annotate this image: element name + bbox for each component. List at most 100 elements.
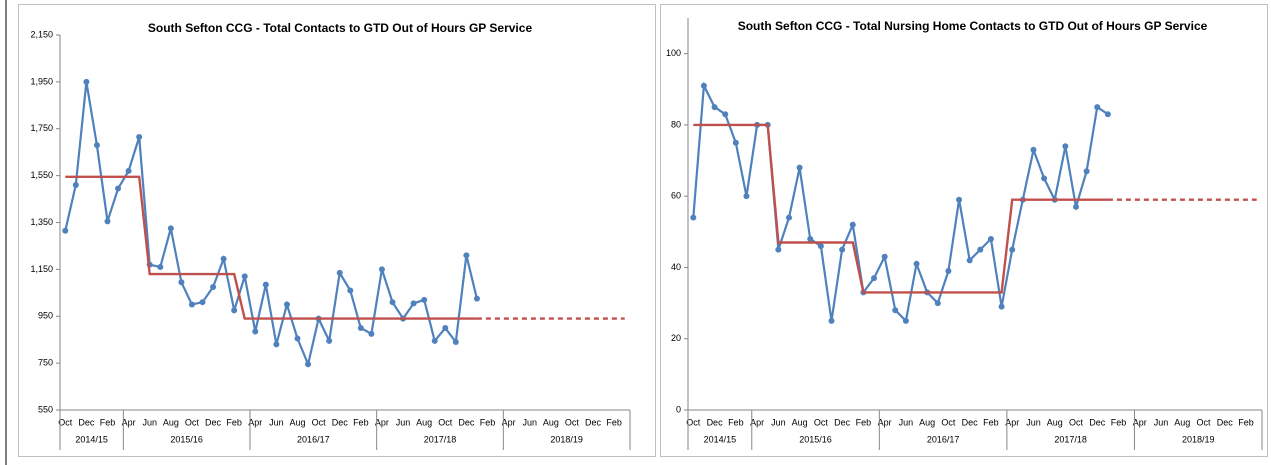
x-tick-label: Apr	[122, 417, 136, 427]
data-point	[1072, 203, 1079, 210]
data-point	[1062, 143, 1069, 150]
group-label: 2017/18	[424, 434, 457, 444]
x-tick-label: Aug	[792, 417, 808, 427]
x-tick-label: Jun	[771, 417, 786, 427]
group-label: 2014/15	[75, 434, 108, 444]
x-tick-label: Oct	[1197, 417, 1212, 427]
series-line	[692, 81, 1109, 324]
x-tick-label: Jun	[899, 417, 914, 427]
group-label: 2017/18	[1054, 434, 1087, 444]
data-point	[463, 252, 470, 259]
x-tick-label: Apr	[750, 417, 764, 427]
data-point	[871, 275, 878, 282]
x-tick-label: Dec	[1089, 417, 1106, 427]
x-tick-label: Aug	[416, 417, 432, 427]
data-point	[347, 287, 354, 294]
data-point	[807, 235, 814, 242]
data-point	[711, 104, 718, 111]
x-tick-label: Dec	[834, 417, 851, 427]
data-point	[294, 335, 301, 342]
data-point	[115, 185, 122, 192]
data-point	[1104, 111, 1111, 118]
x-tick-label: Feb	[1238, 417, 1254, 427]
y-tick-label: 20	[671, 333, 681, 343]
data-point	[188, 301, 195, 308]
data-point	[732, 139, 739, 146]
y-tick-label: 2,150	[30, 29, 53, 39]
y-tick-label: 80	[671, 119, 681, 129]
data-point	[1041, 175, 1048, 182]
data-point	[722, 111, 729, 118]
x-tick-label: Jun	[269, 417, 284, 427]
x-tick-label: Oct	[58, 417, 73, 427]
x-tick-label: Dec	[205, 417, 222, 427]
y-tick-label: 750	[38, 358, 53, 368]
group-label: 2016/17	[297, 434, 330, 444]
data-point	[93, 142, 100, 149]
x-tick-label: Dec	[458, 417, 475, 427]
data-point	[378, 266, 385, 273]
data-point	[220, 255, 227, 262]
x-tick-label: Dec	[707, 417, 724, 427]
x-tick-label: Aug	[1047, 417, 1063, 427]
x-tick-label: Feb	[983, 417, 999, 427]
data-point	[389, 299, 396, 306]
y-tick-label: 1,750	[30, 123, 53, 133]
data-point	[934, 300, 941, 307]
data-point	[157, 264, 164, 271]
x-tick-label: Apr	[375, 417, 389, 427]
x-tick-label: Oct	[565, 417, 580, 427]
data-point	[104, 218, 111, 225]
data-point	[1009, 246, 1016, 253]
data-point	[452, 339, 459, 346]
x-tick-label: Oct	[686, 417, 701, 427]
data-point	[817, 243, 824, 250]
data-point	[241, 273, 248, 280]
x-tick-label: Aug	[919, 417, 935, 427]
x-tick-label: Apr	[1133, 417, 1147, 427]
x-tick-label: Feb	[226, 417, 242, 427]
data-point	[231, 307, 238, 314]
group-label: 2014/15	[704, 434, 737, 444]
y-tick-label: 40	[671, 262, 681, 272]
data-point	[336, 269, 343, 276]
data-point	[368, 330, 375, 337]
data-point	[357, 324, 364, 331]
data-point	[796, 164, 803, 171]
data-point	[431, 337, 438, 344]
y-tick-label: 550	[38, 404, 53, 414]
x-tick-label: Apr	[1005, 417, 1019, 427]
x-tick-label: Jun	[522, 417, 537, 427]
data-point	[849, 221, 856, 228]
chart-title: South Sefton CCG - Total Nursing Home Co…	[737, 19, 1208, 33]
x-tick-label: Oct	[814, 417, 829, 427]
data-point	[125, 167, 132, 174]
x-tick-label: Feb	[100, 417, 116, 427]
data-point	[1030, 146, 1037, 153]
data-point	[210, 283, 217, 290]
x-tick-label: Feb	[480, 417, 496, 427]
x-tick-label: Feb	[856, 417, 872, 427]
data-point	[700, 82, 707, 89]
x-tick-label: Apr	[502, 417, 516, 427]
data-point	[273, 341, 280, 348]
data-point	[987, 235, 994, 242]
series-line	[64, 81, 478, 368]
y-tick-label: 950	[38, 311, 53, 321]
chart-frame	[660, 4, 1268, 457]
x-tick-label: Oct	[312, 417, 327, 427]
data-point	[283, 301, 290, 308]
data-point	[881, 253, 888, 260]
x-tick-label: Dec	[1217, 417, 1234, 427]
data-point	[167, 225, 174, 232]
data-point	[83, 78, 90, 85]
chart-title: South Sefton CCG - Total Contacts to GTD…	[147, 21, 533, 35]
x-tick-label: Feb	[728, 417, 744, 427]
data-point	[785, 214, 792, 221]
data-point	[252, 328, 259, 335]
x-tick-label: Dec	[78, 417, 95, 427]
x-tick-label: Oct	[185, 417, 200, 427]
data-point	[690, 214, 697, 221]
